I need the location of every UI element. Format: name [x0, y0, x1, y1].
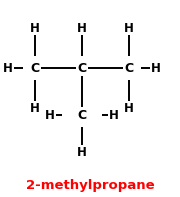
Text: H: H	[30, 21, 40, 34]
Text: C: C	[77, 61, 87, 74]
Text: H: H	[109, 109, 119, 122]
Text: C: C	[77, 109, 87, 122]
Text: C: C	[124, 61, 134, 74]
Text: H: H	[77, 21, 87, 34]
Text: 2-methylpropane: 2-methylpropane	[26, 178, 154, 191]
Text: C: C	[30, 61, 40, 74]
Text: H: H	[3, 61, 13, 74]
Text: H: H	[124, 101, 134, 114]
Text: H: H	[124, 21, 134, 34]
Text: H: H	[30, 101, 40, 114]
Text: H: H	[77, 146, 87, 159]
Text: H: H	[45, 109, 55, 122]
Text: H: H	[151, 61, 161, 74]
